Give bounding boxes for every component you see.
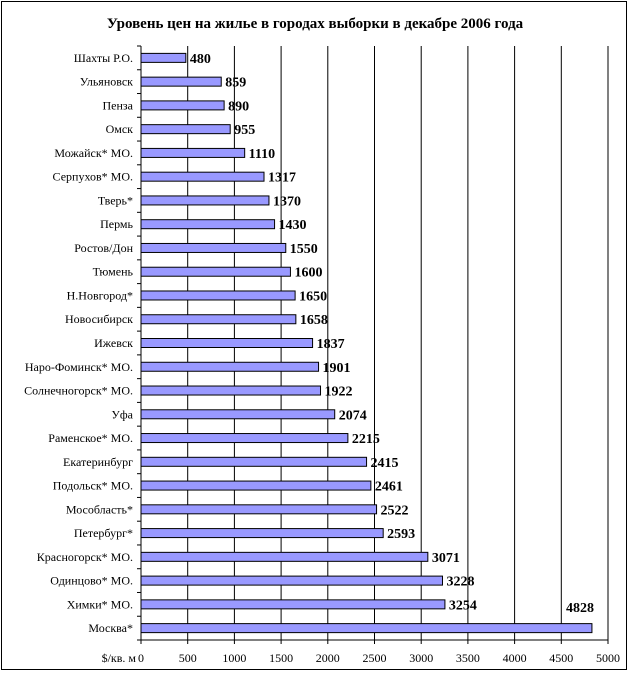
category-label: Тверь*: [98, 193, 133, 207]
category-label: Можайск* МО.: [54, 146, 133, 160]
category-label: Наро-Фоминск* МО.: [25, 360, 133, 374]
x-tick-label: 3000: [409, 651, 433, 665]
bar: [140, 623, 593, 634]
data-label: 2593: [387, 527, 415, 542]
category-label: Тюмень: [93, 265, 134, 279]
axes: [137, 45, 609, 644]
bar: [140, 195, 270, 206]
data-label: 890: [228, 99, 249, 114]
category-label: Солнечногорск* МО.: [24, 384, 133, 398]
data-label: 4828: [566, 601, 594, 616]
data-label: 2074: [339, 408, 367, 423]
bar: [140, 290, 296, 301]
category-label: Новосибирск: [65, 312, 133, 326]
x-tick-label: 2500: [363, 651, 387, 665]
bar: [140, 409, 336, 420]
chart-title: Уровень цен на жилье в городах выборки в…: [106, 16, 524, 32]
category-label: Уфа: [111, 407, 133, 421]
bars: [140, 52, 593, 634]
data-label: 1658: [300, 313, 328, 328]
category-label: Подольск* МО.: [53, 479, 133, 493]
category-label: Петербург*: [74, 526, 133, 540]
bar: [140, 147, 246, 158]
category-label: Ростов/Дон: [74, 241, 133, 255]
category-label: Мособласть*: [66, 502, 133, 516]
data-label: 1317: [268, 171, 296, 186]
data-label: 1650: [299, 289, 327, 304]
data-label: 1430: [279, 218, 307, 233]
data-label: 1110: [249, 147, 275, 162]
bar: [140, 171, 265, 182]
bar: [140, 76, 222, 87]
category-label: Пермь: [100, 217, 133, 231]
x-tick-label: 500: [179, 651, 197, 665]
bar: [140, 575, 443, 586]
bar: [140, 551, 429, 562]
category-label: Одинцово* МО.: [50, 574, 133, 588]
data-label: 480: [190, 52, 211, 67]
bar: [140, 124, 231, 135]
x-tick-label: 4500: [549, 651, 573, 665]
data-label: 1370: [273, 194, 301, 209]
data-label: 3228: [446, 575, 474, 590]
bar: [140, 314, 297, 325]
bar: [140, 219, 276, 230]
data-label: 3071: [432, 551, 460, 566]
data-label: 3254: [449, 598, 477, 613]
data-label: 1901: [323, 361, 351, 376]
bar: [140, 361, 320, 372]
category-label: Омск: [106, 122, 134, 136]
category-label: Красногорск* МО.: [37, 550, 133, 564]
bar: [140, 528, 384, 539]
category-label: Раменское* МО.: [48, 431, 133, 445]
bar: [140, 266, 291, 277]
x-tick-label: 5000: [596, 651, 620, 665]
x-tick-label: 4000: [503, 651, 527, 665]
bar: [140, 433, 349, 444]
category-label: Пенза: [103, 98, 134, 112]
bar: [140, 385, 322, 396]
category-label: Химки* МО.: [67, 597, 133, 611]
labels: 0 500 1000 1500 2000 2500 3000 3500 4000 4500 5000…: [24, 51, 620, 665]
data-label: 1550: [290, 242, 318, 257]
category-label: Ульяновск: [80, 75, 133, 89]
data-label: 2461: [375, 480, 403, 495]
data-label: 1837: [317, 337, 345, 352]
category-label: Екатеринбург: [63, 455, 133, 469]
data-label: 2415: [371, 456, 399, 471]
data-label: 1922: [325, 385, 353, 400]
category-label: Серпухов* МО.: [53, 170, 133, 184]
category-label: Ижевск: [94, 336, 133, 350]
x-tick-label: 3500: [456, 651, 480, 665]
bar: [140, 504, 378, 515]
data-label: 2215: [352, 432, 380, 447]
category-label: Н.Новгород*: [67, 288, 133, 302]
category-label: Шахты Р.О.: [74, 51, 133, 65]
x-axis-unit-label: $/кв. м: [102, 651, 137, 665]
bar: [140, 338, 314, 348]
bar: [140, 599, 446, 610]
data-label: 955: [234, 123, 255, 138]
data-label: 1600: [294, 266, 322, 281]
x-tick-label: 0: [138, 651, 144, 665]
category-label: Москва*: [88, 621, 133, 635]
bar: [140, 480, 372, 491]
data-label: 2522: [381, 503, 409, 518]
x-tick-label: 2000: [316, 651, 340, 665]
bar: [140, 456, 368, 467]
bar: [140, 242, 287, 253]
bar: [140, 100, 225, 111]
x-tick-label: 1000: [222, 651, 246, 665]
x-tick-label: 1500: [269, 651, 293, 665]
bar: [140, 52, 187, 63]
data-label: 859: [225, 76, 246, 91]
